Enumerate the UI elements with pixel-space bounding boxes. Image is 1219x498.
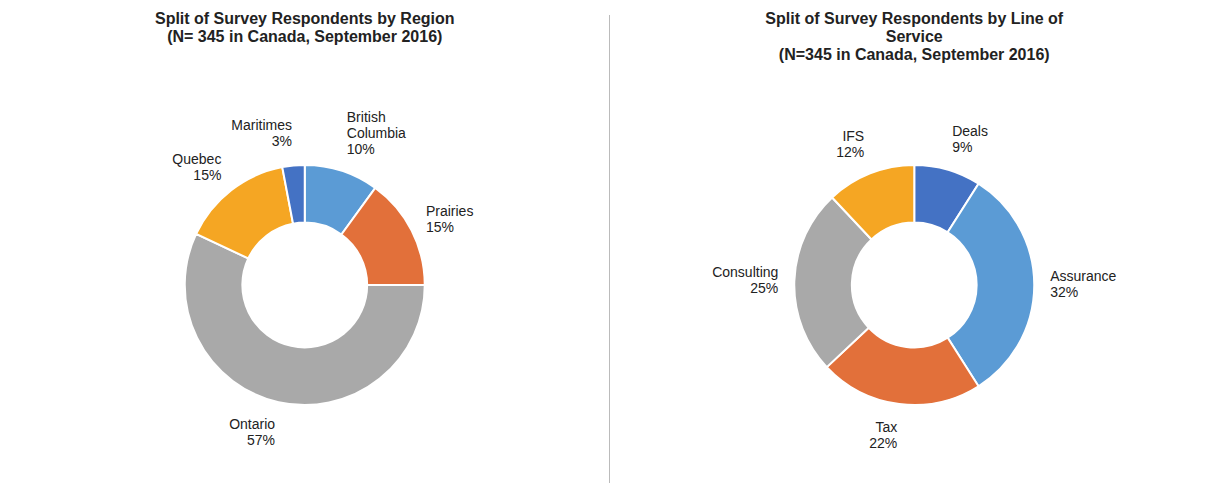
data-label-line: 32%	[1050, 284, 1078, 300]
title-line: (N=345 in Canada, September 2016)	[779, 46, 1050, 63]
slice	[341, 188, 424, 285]
title-line: (N= 345 in Canada, September 2016)	[167, 28, 442, 45]
data-label: Consulting25%	[712, 264, 778, 296]
slice	[282, 165, 304, 224]
data-label: BritishColumbia10%	[347, 109, 406, 157]
data-label-line: Deals	[952, 123, 988, 139]
data-label-line: Assurance	[1050, 268, 1116, 284]
slice	[832, 165, 914, 240]
slice	[185, 234, 425, 405]
data-label: Assurance32%	[1050, 268, 1116, 300]
data-label-line: Columbia	[347, 125, 406, 141]
data-label: Quebec15%	[172, 151, 221, 183]
data-label-line: Prairies	[426, 203, 473, 219]
slice	[948, 184, 1035, 387]
data-label-line: Tax	[875, 419, 897, 435]
data-label: Ontario57%	[229, 416, 275, 448]
labels: Deals9% Assurance32% Tax22% Consulting25% IF…	[712, 123, 1116, 451]
data-label: Deals9%	[952, 123, 988, 155]
title-line: Service	[886, 28, 943, 45]
data-label: Tax22%	[869, 419, 897, 451]
data-label: IFS12%	[836, 128, 864, 160]
data-label-line: 57%	[247, 432, 275, 448]
data-label-line: 15%	[193, 167, 221, 183]
panel: Split of Survey Respondents by Line ofSe…	[712, 10, 1116, 451]
title-line: Split of Survey Respondents by Line of	[765, 10, 1063, 27]
data-label-line: IFS	[842, 128, 864, 144]
panel: Split of Survey Respondents by Region(N=…	[155, 10, 473, 448]
data-label: Maritimes3%	[231, 117, 292, 149]
data-label-line: 12%	[836, 144, 864, 160]
figure: Split of Survey Respondents by Region(N=…	[0, 0, 1219, 498]
title: Split of Survey Respondents by Line ofSe…	[765, 10, 1063, 63]
data-label-line: Maritimes	[231, 117, 292, 133]
data-label-line: British	[347, 109, 386, 125]
data-label-line: Consulting	[712, 264, 778, 280]
data-label-line: 10%	[347, 141, 375, 157]
title-line: Split of Survey Respondents by Region	[155, 10, 455, 27]
data-label-line: 22%	[869, 435, 897, 451]
divider	[609, 15, 610, 483]
data-label-line: 9%	[952, 139, 972, 155]
title: Split of Survey Respondents by Region(N=…	[155, 10, 455, 45]
data-label: Prairies15%	[426, 203, 473, 235]
slices	[185, 165, 425, 405]
labels: BritishColumbia10%Prairies15%Ontario57%Q…	[172, 109, 473, 448]
data-label-line: 15%	[426, 219, 454, 235]
data-label-line: 3%	[272, 133, 292, 149]
chart-container: Split of Survey Respondents by Region(N=…	[0, 0, 1219, 498]
data-label-line: 25%	[750, 280, 778, 296]
slices	[794, 165, 1034, 405]
data-label-line: Ontario	[229, 416, 275, 432]
data-label-line: Quebec	[172, 151, 221, 167]
